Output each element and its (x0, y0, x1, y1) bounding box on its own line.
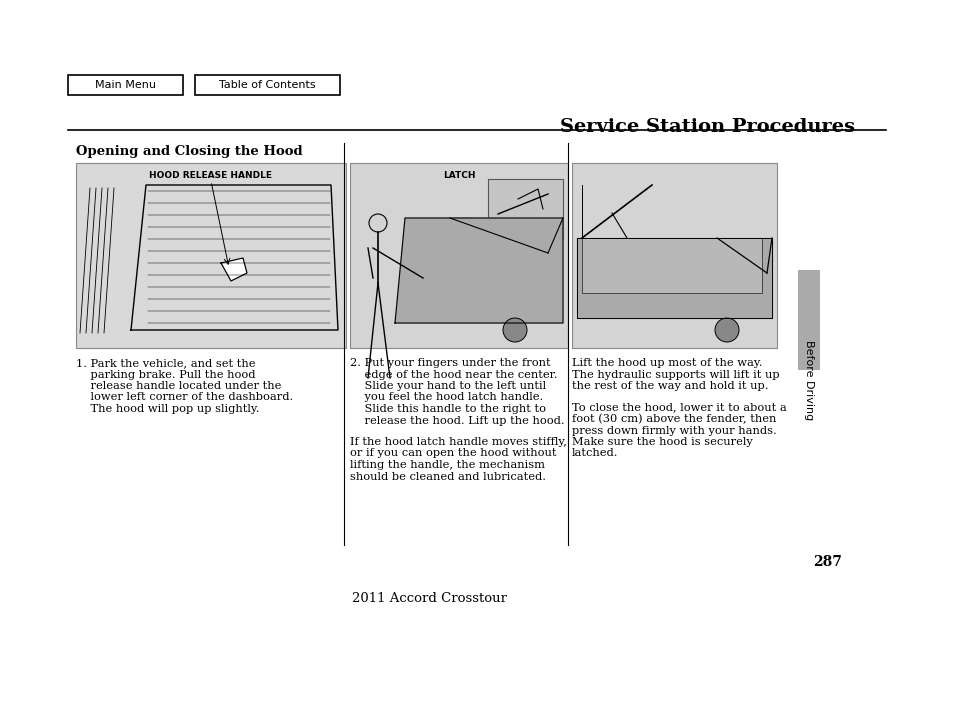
Text: If the hood latch handle moves stiffly,: If the hood latch handle moves stiffly, (350, 437, 566, 447)
Bar (581, 238, 761, 293)
Text: The hood will pop up slightly.: The hood will pop up slightly. (76, 404, 259, 414)
Text: should be cleaned and lubricated.: should be cleaned and lubricated. (350, 471, 545, 481)
Polygon shape (221, 258, 247, 281)
Text: lower left corner of the dashboard.: lower left corner of the dashboard. (76, 393, 293, 403)
Bar (488, 179, 562, 239)
Text: lifting the handle, the mechanism: lifting the handle, the mechanism (350, 460, 544, 470)
Text: HOOD RELEASE HANDLE: HOOD RELEASE HANDLE (150, 170, 273, 180)
Text: foot (30 cm) above the fender, then: foot (30 cm) above the fender, then (572, 414, 776, 425)
Text: Slide your hand to the left until: Slide your hand to the left until (350, 381, 545, 391)
Bar (572, 163, 776, 348)
Text: 287: 287 (812, 555, 841, 569)
Text: LATCH: LATCH (442, 170, 475, 180)
Bar (76, 163, 346, 348)
Text: parking brake. Pull the hood: parking brake. Pull the hood (76, 369, 255, 380)
Text: release handle located under the: release handle located under the (76, 381, 281, 391)
Bar (194, 75, 339, 95)
Text: Before Driving: Before Driving (803, 340, 813, 420)
Text: Slide this handle to the right to: Slide this handle to the right to (350, 404, 545, 414)
Circle shape (502, 318, 526, 342)
Text: Make sure the hood is securely: Make sure the hood is securely (572, 437, 752, 447)
Text: Service Station Procedures: Service Station Procedures (559, 118, 854, 136)
Circle shape (714, 318, 739, 342)
Polygon shape (395, 218, 562, 323)
Text: 1. Park the vehicle, and set the: 1. Park the vehicle, and set the (76, 358, 255, 368)
Text: 2011 Accord Crosstour: 2011 Accord Crosstour (352, 592, 507, 605)
Bar (68, 75, 183, 95)
Text: Main Menu: Main Menu (95, 80, 156, 90)
Text: edge of the hood near the center.: edge of the hood near the center. (350, 369, 558, 380)
Text: the rest of the way and hold it up.: the rest of the way and hold it up. (572, 381, 768, 391)
Bar (797, 270, 820, 370)
Text: press down firmly with your hands.: press down firmly with your hands. (572, 425, 776, 435)
Text: or if you can open the hood without: or if you can open the hood without (350, 449, 556, 459)
Text: Opening and Closing the Hood: Opening and Closing the Hood (76, 145, 302, 158)
Text: release the hood. Lift up the hood.: release the hood. Lift up the hood. (350, 415, 564, 425)
Text: 2. Put your fingers under the front: 2. Put your fingers under the front (350, 358, 550, 368)
Text: Lift the hood up most of the way.: Lift the hood up most of the way. (572, 358, 761, 368)
Bar (350, 163, 567, 348)
Text: Table of Contents: Table of Contents (219, 80, 315, 90)
Text: To close the hood, lower it to about a: To close the hood, lower it to about a (572, 403, 786, 413)
Text: latched.: latched. (572, 449, 618, 459)
Text: The hydraulic supports will lift it up: The hydraulic supports will lift it up (572, 369, 779, 380)
Polygon shape (577, 238, 771, 318)
Text: you feel the hood latch handle.: you feel the hood latch handle. (350, 393, 542, 403)
